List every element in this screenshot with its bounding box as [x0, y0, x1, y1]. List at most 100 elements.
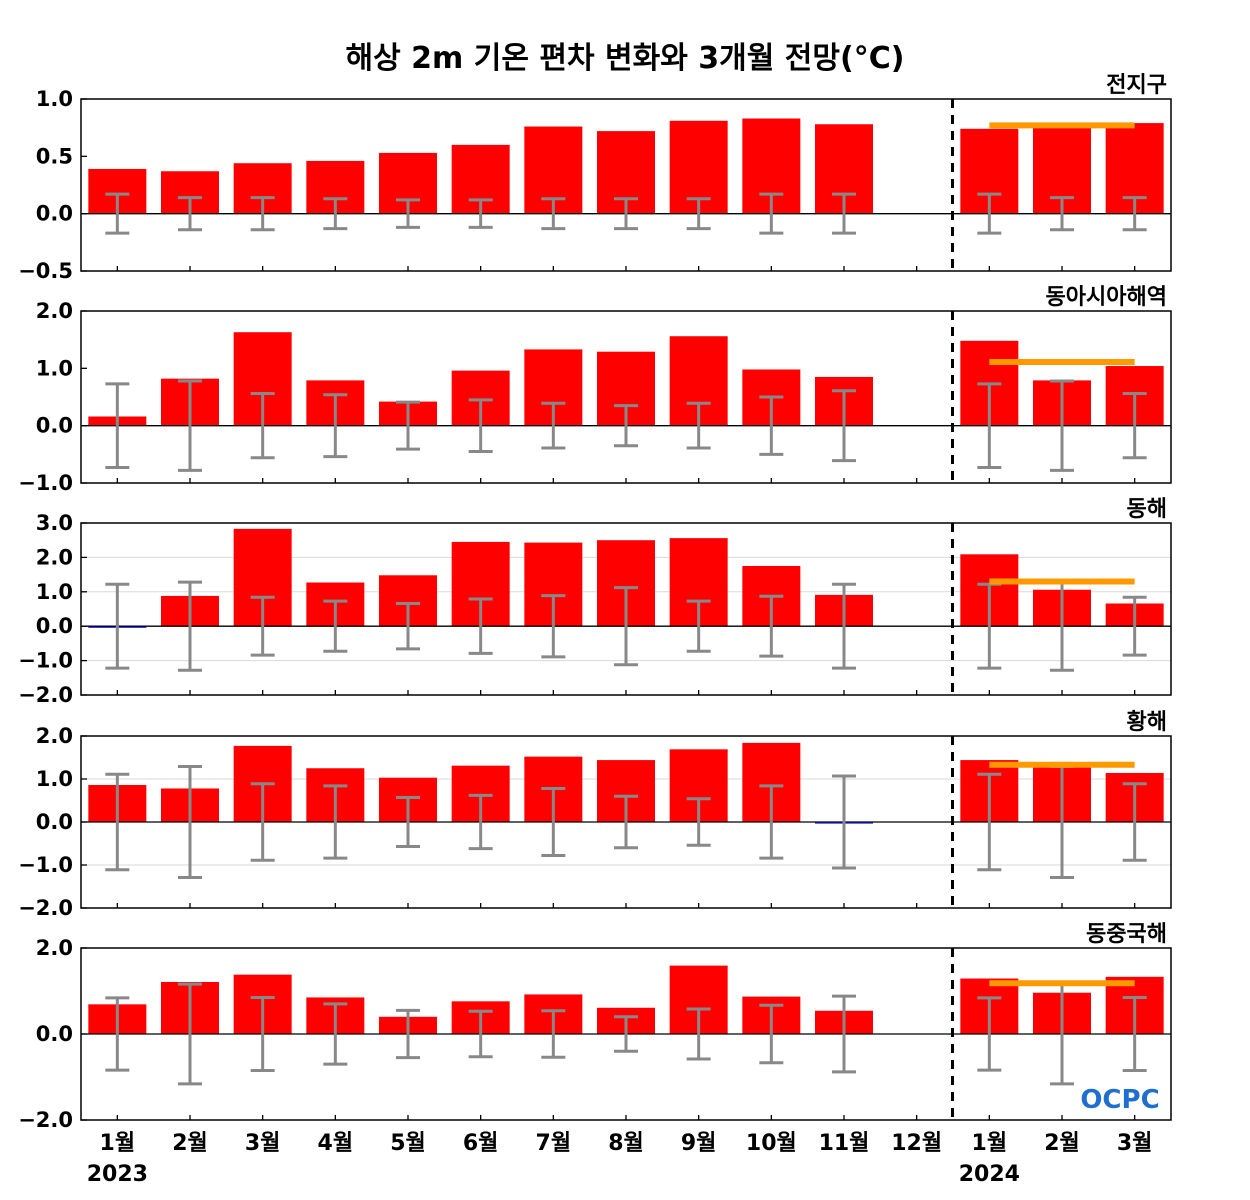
error-bar	[614, 404, 638, 448]
error-bar	[977, 772, 1002, 872]
x-tick-label: 1월	[972, 1131, 1008, 1156]
error-bar	[250, 392, 275, 460]
error-bar	[468, 793, 493, 851]
x-tick-label: 1월	[100, 1131, 136, 1156]
error-bar	[178, 982, 202, 1086]
error-bar	[323, 393, 348, 459]
error-bar	[832, 994, 856, 1074]
error-bar	[686, 1007, 711, 1061]
error-bar	[178, 379, 202, 472]
panel-label: 동아시아해역	[1046, 285, 1167, 310]
error-bar	[614, 1015, 638, 1053]
error-bar	[105, 996, 130, 1072]
error-bar	[250, 995, 275, 1073]
y-tick-label: 0.0	[36, 414, 73, 438]
y-tick-label: 1.0	[36, 580, 73, 604]
error-bar	[832, 774, 856, 870]
error-bar	[541, 786, 566, 858]
error-bar	[1122, 392, 1147, 460]
error-bar	[1050, 379, 1074, 472]
x-tick-label: 7월	[536, 1131, 572, 1156]
error-bar	[468, 398, 493, 453]
error-bar	[759, 1003, 784, 1065]
error-bar	[105, 382, 130, 470]
x-tick-label: 2월	[1044, 1131, 1080, 1156]
error-bar	[396, 601, 420, 651]
error-bar	[759, 594, 784, 658]
error-bar	[759, 784, 784, 860]
y-tick-label: 3.0	[36, 511, 73, 535]
x-tick-label: 8월	[608, 1131, 644, 1156]
error-bar	[541, 594, 566, 659]
x-tick-label: 3월	[245, 1131, 281, 1156]
error-bar	[832, 389, 856, 463]
error-bar	[323, 784, 348, 860]
panel-frame	[80, 98, 1172, 272]
year-label: 2023	[87, 1162, 148, 1187]
error-bar	[977, 382, 1002, 470]
error-bar	[614, 197, 638, 231]
y-tick-label: 1.0	[36, 767, 73, 791]
y-tick-label: 2.0	[36, 724, 73, 748]
error-bar	[468, 597, 493, 655]
y-tick-label: 0.0	[36, 810, 73, 834]
error-bar	[541, 1009, 566, 1059]
x-tick-label: 6월	[463, 1131, 499, 1156]
error-bar	[178, 580, 202, 672]
x-tick-label: 10월	[746, 1131, 797, 1156]
error-bar	[396, 198, 420, 229]
error-bar	[250, 782, 275, 862]
error-bar	[396, 1008, 420, 1060]
panel-1: −0.5 0.0 0.5 1.0 전지구	[18, 73, 1172, 283]
error-bar	[686, 797, 711, 847]
y-tick-label: 2.0	[36, 545, 73, 569]
y-tick-label: 0.0	[36, 202, 73, 226]
y-tick-label: −2.0	[18, 896, 73, 920]
error-bar	[541, 401, 566, 450]
error-bar	[468, 198, 493, 229]
ocpc-logo: OCPC	[1080, 1085, 1159, 1115]
panel-label: 동해	[1127, 497, 1167, 522]
y-tick-label: 2.0	[36, 936, 73, 960]
x-axis: 1월 2월 3월 4월 5월 6월 7월 8월 9월 10월 11월 12월 1월 2월 3월 2023 202…	[87, 1131, 1153, 1187]
y-tick-label: 1.0	[36, 87, 73, 111]
error-bar	[323, 197, 348, 231]
x-tick-label: 11월	[819, 1131, 870, 1156]
error-bar	[396, 795, 420, 849]
y-tick-label: 0.0	[36, 1022, 73, 1046]
y-tick-label: 1.0	[36, 356, 73, 380]
panel-4: −2.0 −1.0 0.0 1.0 2.0 황해	[18, 710, 1172, 920]
error-bar	[1122, 782, 1147, 862]
panel-frame	[80, 310, 1172, 484]
error-bar	[614, 586, 638, 667]
y-tick-label: −1.0	[18, 471, 73, 495]
error-bar	[686, 197, 711, 231]
panel-3: −2.0 −1.0 0.0 1.0 2.0 3.0 동해	[18, 497, 1172, 707]
error-bar	[105, 582, 130, 670]
y-tick-label: 0.5	[36, 144, 73, 168]
error-bar	[759, 192, 784, 235]
panel-2: −1.0 0.0 1.0 2.0 동아시아해역	[18, 285, 1172, 495]
y-tick-label: −1.0	[18, 649, 73, 673]
error-bar	[832, 192, 856, 235]
x-tick-label: 3월	[1117, 1131, 1153, 1156]
panel-label: 황해	[1127, 710, 1167, 735]
x-tick-label: 12월	[891, 1131, 942, 1156]
x-tick-label: 2월	[172, 1131, 208, 1156]
error-bar	[1122, 995, 1147, 1073]
error-bar	[832, 582, 856, 670]
x-tick-label: 9월	[681, 1131, 717, 1156]
ocpc-logo-text: OCPC	[1080, 1085, 1159, 1115]
x-tick-label: 5월	[390, 1131, 426, 1156]
error-bar	[323, 1002, 348, 1066]
panel-frame	[80, 522, 1172, 696]
error-bar	[686, 401, 711, 450]
error-bar	[759, 395, 784, 456]
error-bar	[977, 996, 1002, 1072]
panel-label: 전지구	[1106, 73, 1167, 98]
error-bar	[178, 765, 202, 879]
error-bar	[396, 400, 420, 451]
x-tick-label: 4월	[318, 1131, 354, 1156]
error-bar	[977, 192, 1002, 235]
